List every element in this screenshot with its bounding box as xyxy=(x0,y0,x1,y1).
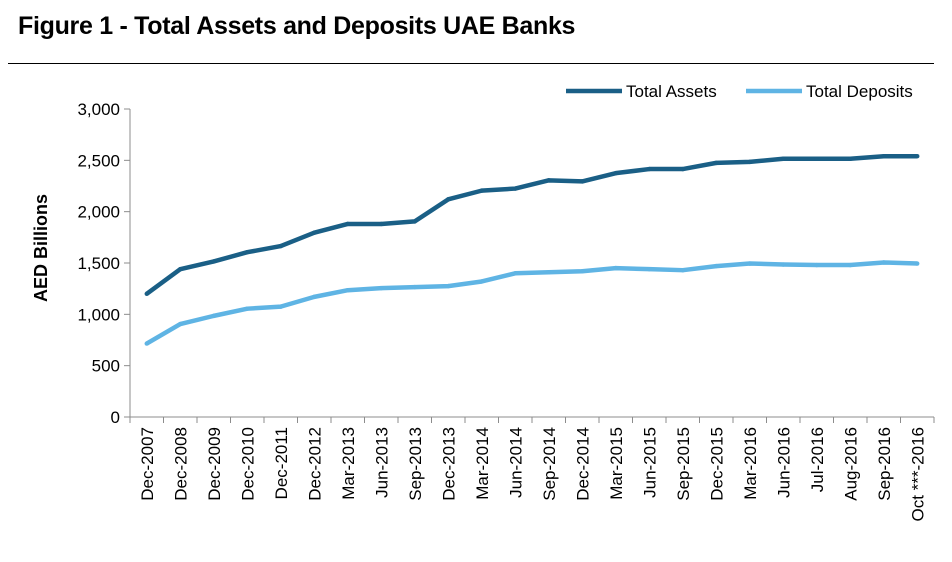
data-point xyxy=(848,262,853,268)
data-point xyxy=(379,285,384,291)
x-tick-label: Sep-2016 xyxy=(875,427,894,501)
data-point xyxy=(278,304,283,309)
data-point xyxy=(546,178,551,183)
data-point xyxy=(647,166,652,172)
data-point xyxy=(245,250,250,255)
data-point xyxy=(714,160,719,166)
data-point xyxy=(178,321,183,327)
x-tick-label: Jun-2016 xyxy=(774,427,793,498)
series-total-deposits xyxy=(144,260,920,346)
data-point xyxy=(144,291,149,296)
data-point xyxy=(479,279,484,284)
series-line xyxy=(145,260,918,346)
y-tick-label: 1,500 xyxy=(77,254,120,273)
data-point xyxy=(814,156,819,161)
y-tick-label: 3,000 xyxy=(77,100,120,119)
data-point xyxy=(647,266,652,272)
legend-label: Total Assets xyxy=(626,82,717,101)
x-tick-label: Mar-2013 xyxy=(339,427,358,500)
data-point xyxy=(580,269,585,274)
x-tick-label: Sep-2014 xyxy=(540,427,559,501)
data-point xyxy=(144,341,149,346)
legend: Total Assets Total Deposits xyxy=(566,82,913,101)
data-point xyxy=(680,166,685,172)
data-point xyxy=(881,260,886,265)
data-point xyxy=(613,265,618,271)
title-divider xyxy=(8,63,934,64)
data-point xyxy=(814,262,819,268)
x-tick-label: Mar-2014 xyxy=(473,427,492,500)
data-point xyxy=(747,159,752,165)
data-point xyxy=(714,263,719,269)
y-tick-label: 2,500 xyxy=(77,151,120,170)
y-tick-label: 500 xyxy=(92,357,120,376)
x-tick-label: Sep-2015 xyxy=(674,427,693,501)
data-point xyxy=(312,294,317,300)
data-point xyxy=(178,266,183,272)
x-tick-label: Dec-2010 xyxy=(238,427,257,501)
data-point xyxy=(211,313,216,319)
data-point xyxy=(781,156,786,161)
data-point xyxy=(412,284,417,290)
y-tick-label: 1,000 xyxy=(77,305,120,324)
series-group xyxy=(144,153,920,346)
data-point xyxy=(245,306,250,311)
data-point xyxy=(613,170,618,176)
x-tick-label: Mar-2015 xyxy=(607,427,626,500)
data-point xyxy=(580,179,585,184)
data-point xyxy=(513,186,518,191)
y-tick-label: 2,000 xyxy=(77,203,120,222)
y-tick-label: 0 xyxy=(111,408,120,427)
data-point xyxy=(446,197,451,202)
data-point xyxy=(278,243,283,249)
x-tick-label: Oct ***-2016 xyxy=(908,427,927,522)
data-point xyxy=(781,262,786,267)
x-tick-label: Aug-2016 xyxy=(841,427,860,501)
x-tick-label: Mar-2016 xyxy=(741,427,760,500)
data-point xyxy=(345,288,350,293)
data-point xyxy=(479,188,484,193)
x-axis: Dec-2007 Dec-2008 Dec-2009 Dec-2010 Dec-2011… xyxy=(129,416,935,522)
series-line xyxy=(145,153,918,296)
series-total-assets xyxy=(144,153,920,296)
data-point xyxy=(312,230,317,235)
data-point xyxy=(379,221,384,227)
x-tick-label: Jul-2016 xyxy=(808,427,827,492)
x-tick-label: Dec-2014 xyxy=(573,427,592,501)
data-point xyxy=(747,261,752,266)
data-point xyxy=(412,219,417,224)
x-tick-label: Dec-2013 xyxy=(439,427,458,501)
x-tick-label: Dec-2008 xyxy=(171,427,190,501)
data-point xyxy=(211,259,216,264)
legend-item: Total Deposits xyxy=(746,82,913,101)
x-tick-label: Dec-2009 xyxy=(205,427,224,501)
y-axis: 0 500 1,000 1,500 2,000 2,500 3,000 xyxy=(77,100,131,427)
legend-item: Total Assets xyxy=(566,82,717,101)
data-point xyxy=(680,267,685,273)
x-tick-label: Jun-2013 xyxy=(372,427,391,498)
data-point xyxy=(546,270,551,275)
figure-title: Figure 1 - Total Assets and Deposits UAE… xyxy=(18,12,576,40)
x-tick-label: Jun-2015 xyxy=(640,427,659,498)
data-point xyxy=(881,154,886,159)
x-tick-label: Dec-2012 xyxy=(305,427,324,501)
data-point xyxy=(915,154,920,159)
data-point xyxy=(446,283,451,289)
x-tick-label: Dec-2011 xyxy=(272,427,291,499)
data-point xyxy=(848,156,853,161)
x-tick-label: Dec-2007 xyxy=(138,427,157,501)
y-axis-label: AED Billions xyxy=(31,194,51,302)
legend-label: Total Deposits xyxy=(806,82,913,101)
x-tick-label: Jun-2014 xyxy=(506,427,525,498)
data-point xyxy=(915,261,920,266)
data-point xyxy=(345,221,350,227)
x-tick-label: Dec-2015 xyxy=(707,427,726,501)
data-point xyxy=(513,271,518,276)
x-tick-label: Sep-2013 xyxy=(406,427,425,501)
